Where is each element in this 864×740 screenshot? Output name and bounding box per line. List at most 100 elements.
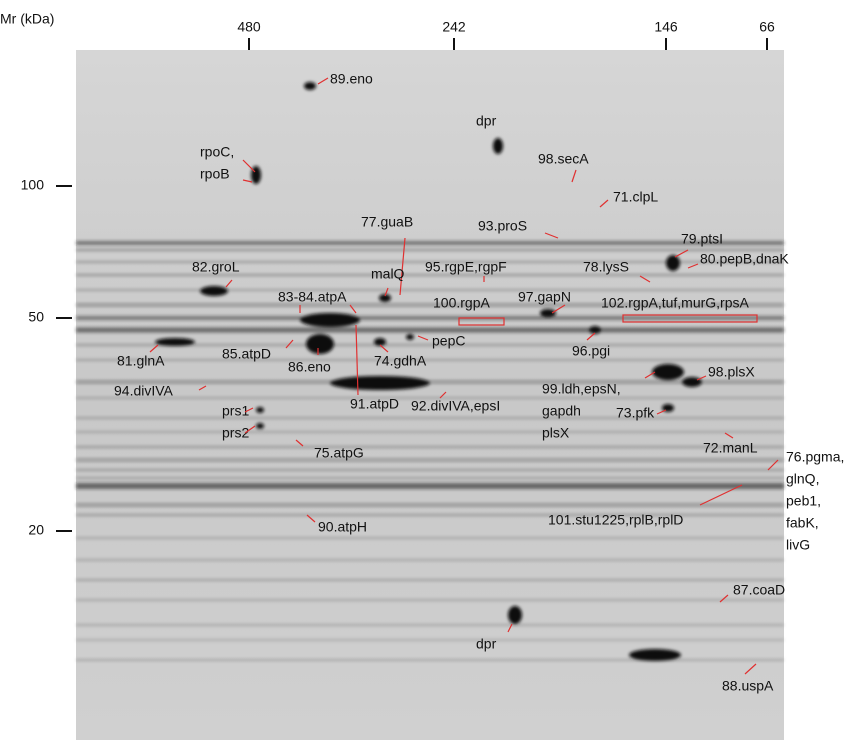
annotation-label: 79.ptsI [681, 231, 723, 247]
spot [374, 338, 386, 346]
leader-line [349, 304, 357, 314]
annotation-label: pepC [432, 333, 465, 349]
annotation-label: malQ [371, 266, 405, 282]
leader-line [656, 409, 667, 415]
spot [200, 286, 228, 296]
band [76, 274, 784, 276]
leader-line [744, 663, 757, 675]
spot [155, 338, 195, 346]
leader-line [225, 279, 233, 288]
band [76, 659, 784, 661]
band [76, 289, 784, 291]
leader-line [244, 425, 256, 434]
annotations: 89.eno dpr rpoC, rpoB 98.secA 71.clpL 77.guaB 9… [114, 71, 844, 694]
annotation-label: 86.eno [288, 359, 331, 375]
top-tick-label: 66 [759, 19, 775, 35]
left-tick-label: 20 [28, 522, 44, 538]
annotation-label: peb1, [786, 493, 821, 509]
leader-line [571, 169, 577, 183]
leader-line [244, 407, 254, 413]
annotation-label: 82.groL [192, 259, 240, 275]
annotation-label: 96.pgi [572, 343, 610, 359]
annotation-label: 72.manL [703, 440, 758, 456]
spot [508, 606, 522, 624]
band [76, 559, 784, 561]
spot [652, 364, 684, 380]
leader-line [306, 514, 316, 523]
leader-line [507, 623, 513, 633]
spot [540, 309, 556, 317]
spot [406, 334, 414, 340]
spot [306, 334, 334, 354]
annotation-label: 87.coaD [733, 582, 785, 598]
band [76, 458, 784, 462]
left-tick-label: 50 [28, 309, 44, 325]
leader-line [355, 324, 359, 396]
annotation-label: 100.rgpA [433, 295, 490, 311]
annotation-label: 73.pfk [616, 405, 655, 421]
leader-line [687, 263, 699, 269]
leader-line [399, 237, 406, 296]
annotation-label: 95.rgpE,rgpF [425, 259, 507, 275]
annotation-label: 98.plsX [708, 364, 755, 380]
leader-line [696, 375, 707, 381]
leader-line [674, 249, 689, 258]
annotation-label: 80.pepB,dnaK [700, 251, 789, 267]
band [76, 503, 784, 507]
annotation-label: 92.divIVA,epsI [411, 398, 500, 414]
leader-line [317, 77, 329, 85]
leader-line [699, 484, 743, 506]
spot [589, 326, 601, 334]
band [76, 380, 784, 384]
spot [300, 313, 360, 327]
top-tick-label: 480 [237, 19, 261, 35]
band [76, 359, 784, 361]
leader-line [439, 391, 447, 399]
spot [304, 82, 316, 90]
leader-line [149, 344, 159, 353]
leader-line [724, 432, 734, 439]
spot [666, 255, 680, 271]
band [76, 446, 784, 448]
spot [379, 294, 391, 302]
annotation-label: 94.divIVA [114, 383, 174, 399]
band [76, 477, 784, 479]
annotation-label: 78.lysS [583, 259, 629, 275]
leader-line [639, 275, 651, 283]
band [76, 397, 784, 399]
annotation-label: 97.gapN [518, 289, 571, 305]
band [76, 537, 784, 539]
leader-line [295, 439, 304, 447]
highlight-box [458, 317, 505, 326]
annotation-label: 102.rgpA,tuf,murG,rpsA [601, 295, 750, 311]
leader-line [599, 199, 609, 208]
spot [256, 423, 264, 429]
annotation-label: 81.glnA [117, 353, 165, 369]
annotation-label: 90.atpH [318, 519, 367, 535]
band [76, 639, 784, 641]
leader-line [417, 335, 429, 341]
spot [330, 376, 430, 390]
annotation-label: 77.guaB [361, 214, 413, 230]
annotation-label: plsX [542, 425, 570, 441]
leader-line [242, 159, 256, 173]
band [76, 241, 784, 245]
band [76, 327, 784, 333]
spot [493, 138, 503, 154]
leader-line [551, 304, 566, 314]
annotation-label: rpoC, [200, 144, 234, 160]
annotation-label: 89.eno [330, 71, 373, 87]
top-tick-label: 146 [654, 19, 678, 35]
band [76, 624, 784, 626]
leader-line [586, 332, 596, 341]
annotation-label: dpr [476, 636, 497, 652]
annotation-label: rpoB [200, 166, 230, 182]
band [76, 431, 784, 433]
band [76, 579, 784, 581]
band [76, 514, 784, 516]
leader-line [198, 385, 207, 391]
annotation-label: dpr [476, 113, 497, 129]
annotation-label: 101.stu1225,rplB,rplD [548, 512, 683, 528]
annotation-label: prs2 [222, 425, 249, 441]
